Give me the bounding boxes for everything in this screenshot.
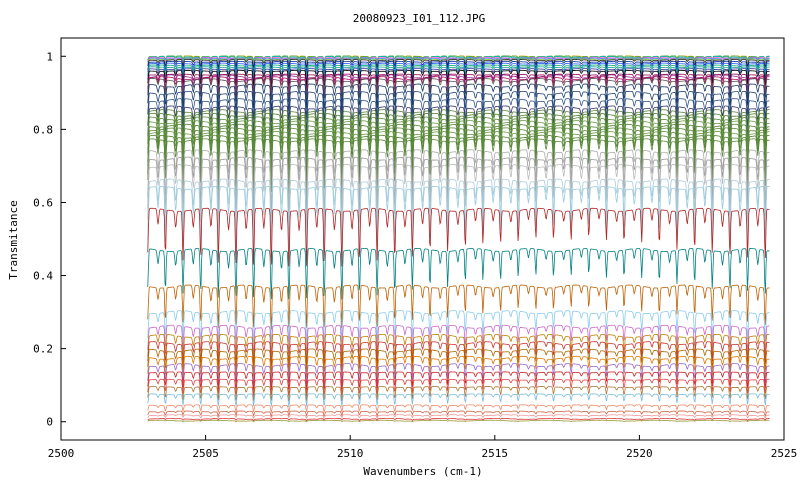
- spectrum-series-line: [147, 164, 770, 234]
- spectrum-series-line: [147, 138, 770, 194]
- spectrum-series-line: [147, 410, 770, 418]
- spectrum-series-line: [147, 378, 770, 397]
- spectrum-series-line: [147, 310, 770, 345]
- spectrum-series-line: [147, 64, 770, 78]
- spectrum-series-line: [147, 248, 770, 300]
- spectrum-series-line: [147, 371, 770, 391]
- spectrum-series-line: [147, 414, 770, 420]
- spectrum-series-line: [147, 56, 770, 64]
- spectrum-series-line: [147, 123, 770, 173]
- spectrum-series-line: [147, 66, 770, 81]
- spectrum-series-line: [147, 284, 770, 330]
- spectrum-series-line: [147, 76, 770, 101]
- spectrum-series-line: [147, 348, 770, 375]
- spectrum-series-line: [147, 324, 770, 357]
- series-layer: [147, 55, 770, 423]
- y-tick-label: 0.4: [33, 270, 53, 283]
- x-tick-label: 2525: [771, 447, 798, 460]
- chart-title: 20080923_I01_112.JPG: [353, 12, 485, 25]
- spectrum-series-line: [147, 417, 770, 422]
- plot-frame: [60, 37, 785, 441]
- spectrum-series-line: [147, 393, 770, 407]
- spectrum-series-line: [147, 333, 770, 364]
- spectrum-series-line: [147, 149, 770, 212]
- spectrum-series-line: [147, 98, 770, 133]
- x-tick-label: 2505: [192, 447, 219, 460]
- spectrum-series-line: [147, 207, 770, 267]
- spectrum-series-line: [147, 74, 770, 98]
- spectrum-series-line: [147, 60, 770, 73]
- spectrum-series-line: [147, 178, 770, 257]
- spectrum-series-line: [147, 105, 770, 145]
- y-tick-label: 1: [46, 50, 53, 63]
- spectrum-series-line: [147, 78, 770, 103]
- y-axis-title: Transmitance: [7, 200, 20, 279]
- x-tick-label: 2500: [48, 447, 75, 460]
- spectrum-series-line: [147, 109, 770, 152]
- spectrum-series-line: [147, 62, 770, 75]
- spectrum-series-line: [147, 59, 770, 69]
- spectrum-series-line: [147, 156, 770, 223]
- x-axis-ticks: 2500 2505 2510 2515 2520 2525: [48, 435, 798, 460]
- spectrum-series-line: [147, 73, 770, 93]
- spectrum-series-line: [147, 70, 770, 87]
- spectrum-series-line: [147, 83, 770, 112]
- y-tick-label: 0.6: [33, 196, 53, 209]
- spectrum-series-line: [147, 386, 770, 402]
- x-axis-title: Wavenumbers (cm-1): [363, 465, 482, 478]
- y-tick-label: 0: [46, 416, 53, 429]
- spectrum-series-line: [147, 404, 770, 414]
- spectrum-series-line: [147, 363, 770, 386]
- spectrum-series-line: [147, 90, 770, 122]
- spectrum-series-line: [147, 131, 770, 185]
- spectrum-series-line: [147, 185, 770, 267]
- spectrum-series-line: [147, 68, 770, 84]
- spectrum-series-line: [147, 419, 770, 423]
- y-axis-ticks: 0 0.2 0.4 0.6 0.8 1: [33, 50, 66, 429]
- x-tick-label: 2510: [337, 447, 364, 460]
- x-tick-label: 2515: [482, 447, 509, 460]
- spectrum-series-line: [147, 341, 770, 369]
- x-tick-label: 2520: [626, 447, 653, 460]
- y-tick-label: 0.2: [33, 343, 53, 356]
- spectrum-series-line: [147, 112, 770, 154]
- y-tick-label: 0.8: [33, 123, 53, 136]
- spectrum-series-line: [147, 127, 770, 177]
- spectrum-series-line: [147, 355, 770, 380]
- spectrum-series-line: [147, 134, 770, 187]
- spectrum-series-line: [147, 55, 770, 63]
- spectrum-series-line: [147, 120, 770, 165]
